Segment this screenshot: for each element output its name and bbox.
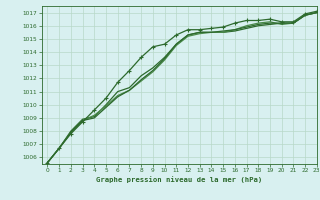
X-axis label: Graphe pression niveau de la mer (hPa): Graphe pression niveau de la mer (hPa) <box>96 176 262 183</box>
